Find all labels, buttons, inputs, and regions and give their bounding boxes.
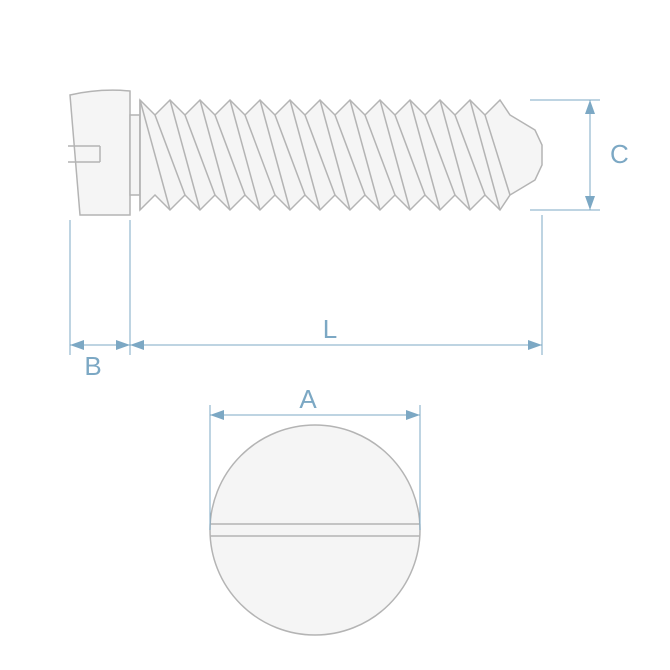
dim-label-B: B (84, 351, 101, 381)
dim-label-C: C (610, 139, 629, 169)
dim-label-L: L (323, 314, 337, 344)
screw-side-view (68, 90, 542, 215)
head-top-circle (210, 425, 420, 635)
dim-label-A: A (299, 384, 317, 414)
screw-top-view (210, 425, 420, 635)
technical-drawing: C L B A (0, 0, 670, 670)
